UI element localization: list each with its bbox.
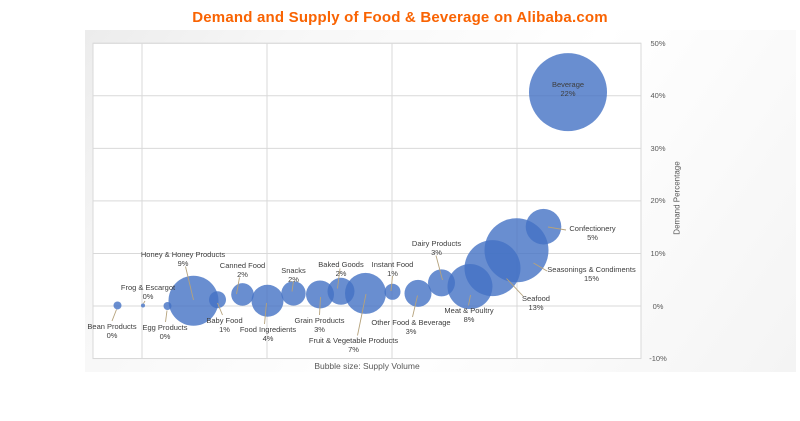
bubble-confectionery	[525, 208, 562, 245]
leader-line-bean-products	[111, 309, 117, 322]
bubble-bean-products	[113, 301, 122, 310]
bubble-label-dairy-products: Dairy Products 3%	[411, 239, 462, 258]
bubble-label-egg-products: Egg Products 0%	[142, 322, 188, 341]
leader-line-baked-goods	[337, 268, 341, 289]
y-axis-tick: 40%	[650, 91, 666, 101]
leader-line-frog-escargot	[143, 300, 146, 304]
y-axis-tick: 20%	[650, 196, 666, 206]
bubble-label-baked-goods: Baked Goods 2%	[318, 259, 364, 278]
bubble-label-meat-poultry: Meat & Poultry 8%	[444, 306, 494, 325]
leader-line-confectionery	[547, 226, 567, 231]
bubble-label-baby-food: Baby Food 1%	[206, 315, 243, 334]
bubble-label-beverage: Beverage 22%	[551, 79, 585, 98]
bubble-food-ingredients	[251, 284, 284, 317]
y-axis-tick: -10%	[649, 354, 667, 364]
y-axis-tick: 0%	[652, 301, 664, 311]
bubble-label-frog-escargot: Frog & Escargot 0%	[120, 283, 176, 302]
leader-line-baby-food	[217, 302, 223, 316]
bubble-fruit-vegetable-products	[345, 272, 386, 314]
y-axis-tick: 30%	[650, 143, 666, 153]
bubble-snacks	[281, 281, 306, 306]
bubble-label-instant-food: Instant Food 1%	[371, 259, 414, 278]
bubble-instant-food	[384, 283, 401, 300]
bubble-label-grain-products: Grain Products 3%	[294, 315, 345, 334]
bubble-label-honey-honey-products: Honey & Honey Products 9%	[140, 249, 226, 268]
bubble-canned-food	[231, 283, 254, 306]
leader-line-seafood	[506, 278, 524, 297]
leader-line-instant-food	[390, 275, 393, 292]
bubble-label-seafood: Seafood 13%	[522, 293, 550, 312]
leader-line-egg-products	[165, 310, 168, 323]
y-axis-tick: 10%	[650, 248, 666, 258]
bubble-label-confectionery: Confectionery 5%	[569, 223, 616, 242]
bubble-size-note: Bubble size: Supply Volume	[314, 361, 420, 371]
chart-title: Demand and Supply of Food & Beverage on …	[192, 9, 608, 26]
bubble-label-snacks: Snacks 2%	[281, 265, 306, 284]
bubble-honey-honey-products	[168, 275, 219, 326]
y-axis-tick: 50%	[650, 38, 666, 48]
y-axis-title: Demand Percentage	[672, 161, 682, 235]
leader-line-canned-food	[236, 277, 240, 295]
bubble-label-canned-food: Canned Food 2%	[219, 261, 266, 280]
bubble-baby-food	[209, 291, 226, 309]
leader-line-meat-poultry	[468, 294, 471, 306]
bubble-other-food-beverage	[404, 279, 432, 307]
leader-line-grain-products	[319, 296, 321, 316]
bubble-label-fruit-vegetable-products: Fruit & Vegetable Products 7%	[308, 336, 399, 355]
leader-line-honey-honey-products	[185, 266, 194, 301]
bubble-grain-products	[306, 280, 334, 309]
leader-line-snacks	[291, 280, 294, 292]
bubble-frog-escargot	[141, 303, 145, 308]
leader-line-other-food-beverage	[412, 295, 418, 318]
bubble-beverage	[529, 53, 607, 132]
leader-line-fruit-vegetable-products	[357, 293, 367, 336]
bubble-label-other-food-beverage: Other Food & Beverage 3%	[371, 317, 451, 336]
bubble-label-food-ingredients: Food Ingredients 4%	[239, 324, 297, 343]
leader-line-dairy-products	[435, 255, 443, 281]
leader-line-food-ingredients	[264, 302, 267, 325]
leader-line-seasonings-condiments	[533, 262, 548, 272]
bubble-label-seasonings-condiments: Seasonings & Condiments 15%	[547, 264, 636, 283]
bubble-label-bean-products: Bean Products 0%	[87, 321, 137, 340]
